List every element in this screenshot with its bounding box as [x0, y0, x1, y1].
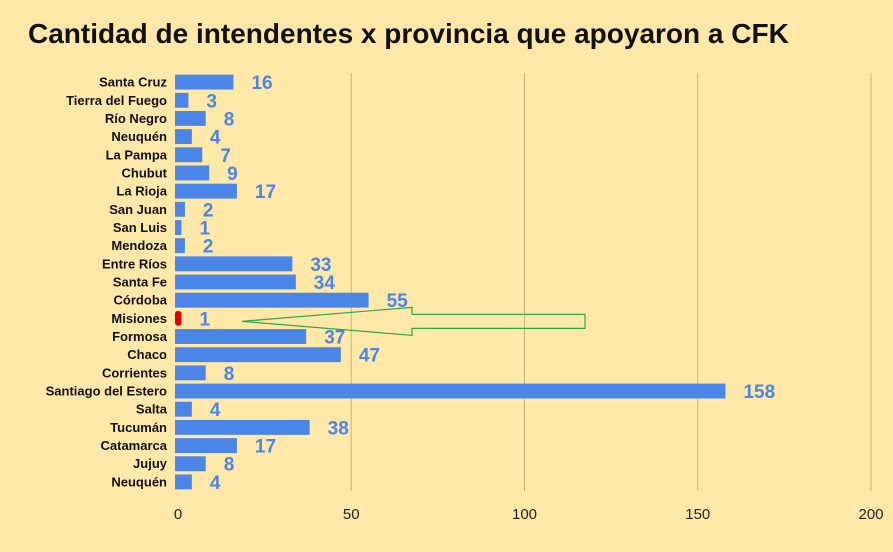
value-label: 158 [743, 382, 775, 403]
value-label: 17 [255, 182, 276, 203]
category-label: Mendoza [111, 238, 167, 253]
bar [175, 183, 237, 199]
bar [175, 347, 341, 363]
annotation-arrow-shape [241, 306, 586, 336]
x-tick-label: 100 [512, 506, 537, 523]
bar [175, 129, 192, 145]
category-label: Neuquén [111, 129, 167, 144]
value-label: 2 [203, 237, 214, 258]
value-label: 8 [224, 364, 235, 385]
bar [175, 92, 189, 108]
category-label: San Luis [113, 220, 167, 235]
labels: 0 50 100 150 200 Santa Cruz 16 Tierra del Fuego… [46, 73, 884, 523]
bar [175, 220, 182, 235]
bars [175, 74, 726, 490]
category-label: Chubut [122, 165, 168, 180]
value-label: 37 [324, 328, 345, 349]
category-label: Misiones [111, 311, 167, 326]
category-label: Santa Fe [113, 275, 167, 290]
value-label: 16 [251, 73, 272, 94]
bar [175, 383, 726, 399]
category-label: Corrientes [102, 365, 167, 380]
x-tick-label: 0 [174, 506, 182, 523]
x-tick-label: 200 [858, 506, 883, 523]
bar [175, 74, 234, 90]
category-label: Córdoba [114, 293, 168, 308]
category-label: Catamarca [101, 438, 168, 453]
value-label: 55 [387, 291, 409, 312]
bar [175, 274, 296, 290]
bar [175, 329, 307, 344]
bar [175, 110, 206, 126]
value-label: 38 [328, 418, 349, 439]
value-label: 47 [359, 346, 380, 367]
annotation-arrow [241, 306, 586, 336]
category-label: La Rioja [116, 184, 167, 199]
value-label: 8 [224, 109, 235, 130]
bar [175, 201, 185, 217]
bar [175, 256, 293, 272]
category-label: Neuquén [111, 474, 167, 489]
category-label: Chaco [127, 347, 167, 362]
category-label: La Pampa [106, 147, 168, 162]
category-label: Formosa [112, 329, 168, 344]
bar [175, 365, 206, 381]
value-label: 33 [310, 255, 331, 276]
bar [175, 165, 210, 181]
category-label: Río Negro [105, 111, 167, 126]
bar [175, 147, 203, 163]
category-label: Santiago del Estero [46, 384, 167, 399]
gridlines [350, 73, 872, 491]
value-label: 8 [224, 455, 235, 476]
chart-title: Cantidad de intendentes x provincia que … [28, 18, 789, 49]
value-label: 4 [210, 128, 221, 149]
bar [175, 456, 206, 472]
category-label: Tierra del Fuego [66, 93, 167, 108]
bar [175, 474, 192, 490]
value-label: 1 [199, 309, 210, 330]
category-label: San Juan [109, 202, 167, 217]
bar [175, 401, 192, 417]
value-label: 17 [255, 437, 276, 458]
bar [175, 310, 182, 326]
value-label: 4 [210, 473, 221, 494]
value-label: 2 [203, 200, 214, 221]
category-label: Santa Cruz [99, 75, 167, 90]
value-label: 9 [227, 164, 238, 185]
bar [175, 238, 185, 254]
value-label: 1 [199, 218, 210, 239]
bar [175, 438, 237, 454]
value-label: 7 [220, 146, 231, 167]
x-tick-label: 150 [685, 506, 710, 523]
x-tick-label: 50 [343, 506, 360, 523]
value-label: 34 [314, 273, 336, 294]
category-label: Jujuy [133, 456, 168, 471]
bar [175, 419, 310, 435]
category-label: Tucumán [110, 420, 167, 435]
category-label: Salta [136, 402, 168, 417]
value-label: 4 [210, 400, 221, 421]
category-label: Entre Ríos [102, 256, 167, 271]
value-label: 3 [206, 91, 217, 112]
bar [175, 292, 369, 308]
